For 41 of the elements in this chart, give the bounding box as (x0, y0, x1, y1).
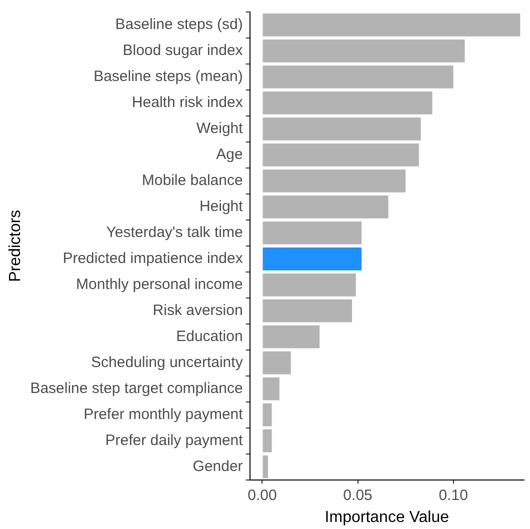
y-axis-title: Predictors (7, 210, 24, 282)
x-tick-label: 0.10 (438, 486, 468, 504)
bar (262, 455, 268, 478)
bar (262, 377, 280, 400)
bar (262, 403, 272, 426)
y-tick-label: Risk aversion (152, 302, 243, 320)
x-axis-title: Importance Value (324, 508, 450, 526)
y-tick-label: Age (216, 146, 243, 164)
x-tick-label: 0.00 (248, 486, 277, 504)
y-tick-label: Weight (196, 120, 244, 138)
x-tick-label: 0.05 (343, 486, 372, 504)
bar (262, 66, 454, 88)
bar (262, 195, 388, 218)
bar (262, 325, 320, 348)
bar (262, 40, 465, 62)
y-tick-label: Baseline steps (sd) (115, 16, 243, 34)
y-tick-label: Yesterday's talk time (106, 224, 243, 242)
bar (262, 351, 291, 374)
y-tick-label: Gender (192, 458, 243, 475)
bar (262, 273, 356, 296)
y-tick-label: Health risk index (132, 94, 244, 112)
y-tick-label: Baseline step target compliance (30, 380, 243, 397)
y-tick-label: Baseline steps (mean) (94, 68, 243, 86)
y-tick-label: Predicted impatience index (62, 250, 244, 268)
bar (262, 247, 362, 270)
y-tick-label: Prefer monthly payment (84, 406, 244, 423)
bar (262, 299, 352, 322)
y-tick-label: Education (176, 328, 243, 345)
y-tick-label: Monthly personal income (76, 276, 243, 294)
bar (262, 221, 362, 244)
bar (262, 92, 432, 114)
y-tick-label: Mobile balance (142, 172, 243, 190)
bar (262, 169, 406, 192)
bar (262, 118, 421, 140)
bar (262, 144, 419, 166)
y-tick-label: Prefer daily payment (105, 432, 244, 449)
y-tick-label: Height (199, 198, 244, 216)
y-tick-label: Scheduling uncertainty (91, 354, 244, 371)
bar (262, 429, 272, 452)
bar (262, 14, 520, 36)
y-tick-label: Blood sugar index (122, 42, 244, 60)
